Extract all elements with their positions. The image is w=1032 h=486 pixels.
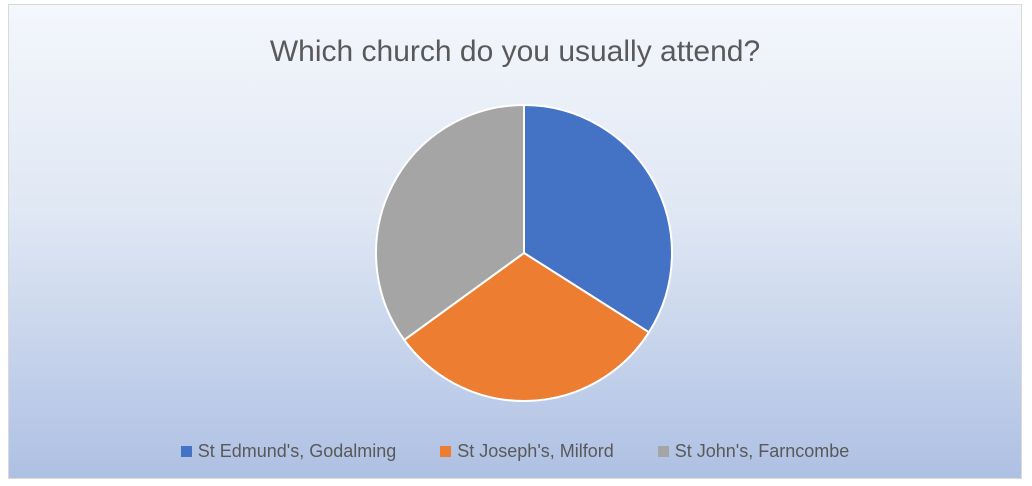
legend-item: St Edmund's, Godalming xyxy=(180,441,397,462)
legend-item: St John's, Farncombe xyxy=(657,441,850,462)
chart-title: Which church do you usually attend? xyxy=(269,35,761,68)
legend-item: St Joseph's, Milford xyxy=(440,441,614,462)
legend-swatch-st-edmunds xyxy=(180,446,192,457)
legend-label: St Joseph's, Milford xyxy=(457,441,614,461)
legend: St Edmund's, Godalming St Joseph's, Milf… xyxy=(9,441,1021,462)
pie-chart xyxy=(375,103,673,402)
legend-swatch-st-johns xyxy=(657,446,669,457)
legend-label: St Edmund's, Godalming xyxy=(197,441,397,461)
pie-slice-st-josephs xyxy=(402,251,651,402)
chart-area: Which church do you usually attend? St E… xyxy=(8,4,1022,479)
legend-label: St John's, Farncombe xyxy=(674,441,850,461)
legend-swatch-st-josephs xyxy=(440,446,452,457)
pie-slice-st-johns xyxy=(375,103,525,342)
